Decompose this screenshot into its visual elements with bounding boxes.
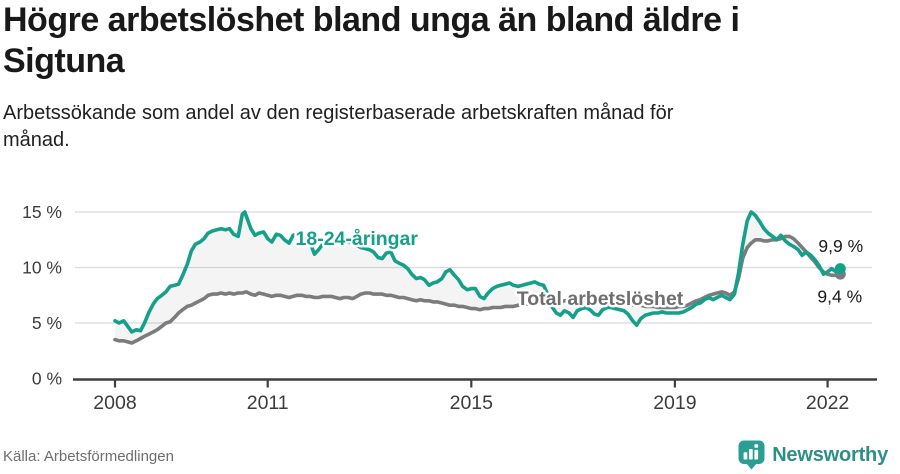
source-note: Källa: Arbetsförmedlingen [3,448,174,465]
y-tick-label: 5 % [32,313,62,333]
series-line-18-24-ringar [113,210,843,334]
newsworthy-wordmark: Newsworthy [772,443,888,466]
subtitle-line-1: Arbetssökande som andel av den registerb… [3,102,674,124]
y-tick-label: 0 % [32,369,62,389]
title-line-1: Högre arbetslöshet bland unga än bland ä… [3,1,740,39]
page-title: Högre arbetslöshet bland unga än bland ä… [3,0,893,82]
series-end-dot [834,263,846,275]
x-tick-label: 2008 [93,392,136,414]
chart-annotation: 9,9 % [818,236,863,256]
series-line-total-arbetsl-shet [113,234,843,345]
chart-subtitle: Arbetssökande som andel av den registerb… [3,100,823,154]
chart-annotation: 9,4 % [817,286,862,306]
band-between-series [115,212,841,343]
subtitle-line-2: månad. [3,129,70,151]
bar-chart-speech-bubble-icon [738,440,765,470]
x-tick-label: 2015 [450,392,494,414]
x-tick-label: 2022 [806,392,849,414]
x-tick-label: 2011 [247,392,289,414]
y-tick-label: 15 % [22,202,62,222]
newsworthy-logo: Newsworthy [738,440,888,470]
chart-annotation: Total arbetslöshet [517,288,684,310]
y-tick-label: 10 % [22,258,62,278]
unemployment-line-chart: 2008 2011 2015 2019 2022 0 % 5 % 10 % 15 % 18-24-… [22,202,877,414]
x-tick-label: 2019 [653,392,696,414]
chart-annotation: 18-24-åringar [296,227,419,250]
title-line-2: Sigtuna [3,42,125,80]
